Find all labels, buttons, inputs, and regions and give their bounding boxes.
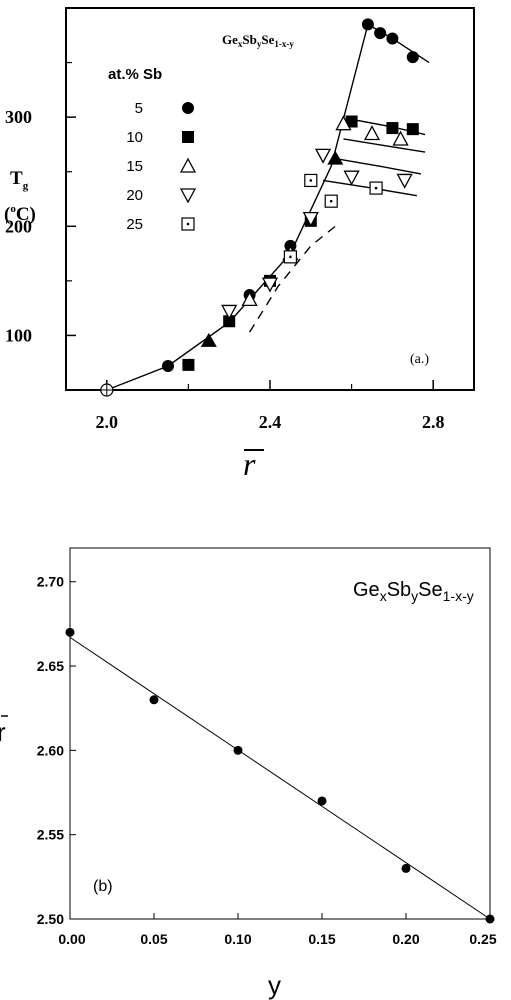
panel-b-frame xyxy=(69,547,491,920)
data-point xyxy=(374,27,387,40)
x-tick-label: 2.8 xyxy=(422,412,445,432)
data-point xyxy=(223,315,236,328)
panel-a-data-points xyxy=(100,18,419,397)
panel-a: 2.0 2.4 2.8 100 200 300 GexSbySe1-x-y at.% Sb… xyxy=(4,7,475,482)
panel-a-legend: at.% Sb 5 10 15 20 25 xyxy=(108,66,197,233)
legend-entry-label: 5 xyxy=(135,100,143,117)
data-point xyxy=(345,115,358,128)
x-tick-label: 2.4 xyxy=(259,412,282,432)
panel-b-ticks: 0.00 0.05 0.10 0.15 0.20 0.25 2.50 2.55 2.60 2.65… xyxy=(37,574,497,947)
data-point xyxy=(324,194,338,208)
panel-b-ylabel: r xyxy=(0,717,6,747)
data-point xyxy=(406,51,419,64)
x-tick-label: 0.15 xyxy=(308,931,335,947)
data-point xyxy=(335,115,352,131)
panel-b-fit-line xyxy=(69,636,491,920)
fit-line xyxy=(335,157,422,175)
y-tick-label: 2.65 xyxy=(37,658,64,674)
legend-entry-label: 25 xyxy=(126,216,143,233)
data-point xyxy=(261,277,279,293)
panel-a-ticks: 2.0 2.4 2.8 100 200 300 xyxy=(5,61,445,432)
x-tick-label: 2.0 xyxy=(96,412,119,432)
data-point xyxy=(149,695,159,705)
data-point xyxy=(363,125,381,141)
data-point xyxy=(283,250,297,264)
data-point xyxy=(162,359,174,372)
x-tick-label: 0.05 xyxy=(140,931,167,947)
data-point xyxy=(401,863,411,873)
y-tick-label: 100 xyxy=(5,325,32,345)
legend-entry-marker xyxy=(182,102,194,114)
data-point xyxy=(396,173,413,189)
legend-entry-marker xyxy=(179,157,197,173)
data-point xyxy=(317,796,327,806)
panel-a-title: GexSbySe1-x-y xyxy=(222,32,294,49)
legend-entry-label: 15 xyxy=(126,158,143,175)
data-point xyxy=(233,745,243,755)
y-tick-label: 200 xyxy=(5,216,32,236)
legend-entry-marker xyxy=(182,131,194,143)
data-point xyxy=(302,211,319,228)
data-point xyxy=(182,358,195,371)
legend-entry-marker xyxy=(179,188,197,204)
data-point xyxy=(241,291,258,307)
x-tick-label: 0.25 xyxy=(469,931,496,947)
legend-entry-label: 20 xyxy=(126,187,143,204)
data-point xyxy=(361,18,374,31)
panel-a-xlabel: r xyxy=(243,446,256,482)
legend-title: at.% Sb xyxy=(108,66,162,83)
panel-b-title: GexSbySe1-x-y xyxy=(353,579,474,604)
legend-entry-marker xyxy=(181,217,195,231)
y-tick-label: 2.55 xyxy=(37,827,64,843)
data-point xyxy=(65,627,75,637)
data-point xyxy=(386,122,399,135)
y-tick-label: 300 xyxy=(5,107,32,127)
data-point xyxy=(485,914,495,924)
y-tick-label: 2.70 xyxy=(37,574,64,590)
x-tick-label: 0.20 xyxy=(392,931,419,947)
fit-line xyxy=(106,24,369,391)
data-point xyxy=(304,173,318,188)
y-tick-label: 2.60 xyxy=(37,742,64,758)
panel-a-ylabel: Tg xyxy=(10,168,29,192)
panel-b-data-points xyxy=(65,627,495,924)
panel-b: 0.00 0.05 0.10 0.15 0.20 0.25 2.50 2.55 2.60 2.65… xyxy=(0,547,497,1000)
panel-a-label: (a.) xyxy=(410,352,429,367)
panel-b-xlabel: y xyxy=(268,970,281,1000)
data-point xyxy=(343,170,360,186)
fit-line xyxy=(343,138,426,153)
data-point xyxy=(100,383,114,397)
panel-b-label: (b) xyxy=(93,878,113,895)
data-point xyxy=(386,32,399,45)
data-point xyxy=(369,181,383,195)
y-tick-label: 2.50 xyxy=(37,911,64,927)
data-point xyxy=(392,130,409,146)
data-point xyxy=(221,304,238,320)
legend-entry-label: 10 xyxy=(126,129,143,146)
data-point xyxy=(314,148,332,164)
fit-line xyxy=(69,636,491,920)
x-tick-label: 0.10 xyxy=(224,931,251,947)
x-tick-label: 0.00 xyxy=(58,931,85,947)
data-point xyxy=(406,123,419,136)
panel-a-ylabel-unit: (oC) xyxy=(4,203,36,225)
data-point xyxy=(327,150,344,165)
data-point xyxy=(200,332,217,347)
